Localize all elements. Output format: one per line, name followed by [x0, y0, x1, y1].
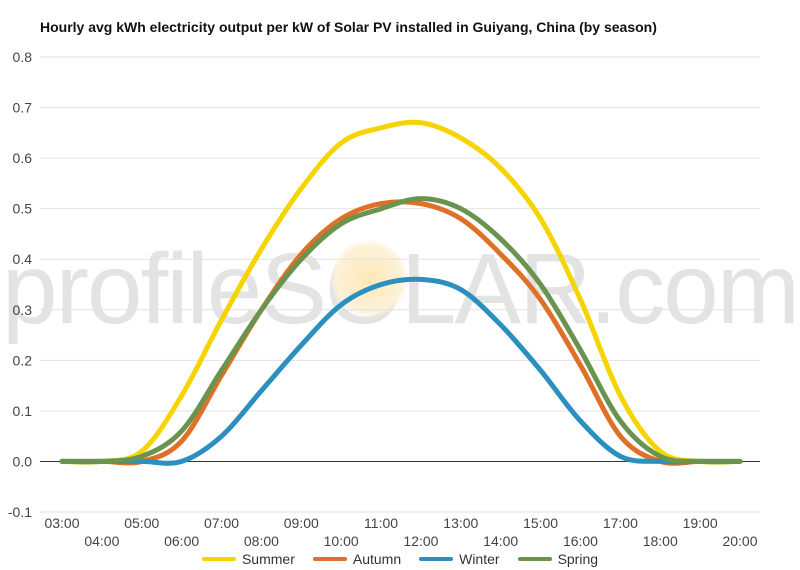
x-tick-label: 07:00: [204, 515, 239, 531]
x-tick-label: 14:00: [483, 533, 518, 549]
x-tick-label: 10:00: [324, 533, 359, 549]
legend-swatch-icon: [201, 557, 236, 561]
legend-item-autumn[interactable]: Autumn: [312, 550, 402, 568]
x-tick-label: 09:00: [284, 515, 319, 531]
y-tick-label: 0.8: [13, 49, 33, 65]
x-tick-label: 20:00: [722, 533, 757, 549]
x-tick-label: 18:00: [643, 533, 678, 549]
legend-swatch-icon: [517, 557, 552, 561]
x-tick-label: 15:00: [523, 515, 558, 531]
y-tick-label: 0.5: [13, 201, 33, 217]
legend-label: Autumn: [352, 551, 402, 567]
y-tick-label: -0.1: [8, 504, 32, 520]
x-tick-label: 19:00: [683, 515, 718, 531]
series-line-summer: [59, 119, 743, 465]
chart-title: Hourly avg kWh electricity output per kW…: [40, 19, 657, 35]
y-tick-label: 0.1: [13, 403, 33, 419]
x-tick-label: 11:00: [364, 515, 398, 531]
x-tick-label: 17:00: [603, 515, 638, 531]
legend-swatch-icon: [419, 557, 454, 561]
x-tick-label: 13:00: [443, 515, 478, 531]
x-tick-label: 05:00: [124, 515, 159, 531]
x-tick-label: 04:00: [84, 533, 119, 549]
y-tick-label: 0.7: [13, 100, 33, 116]
y-tick-label: 0.0: [13, 453, 33, 469]
y-tick-label: 0.4: [13, 251, 33, 267]
legend-label: Winter: [459, 551, 500, 567]
x-tick-label: 03:00: [44, 515, 79, 531]
x-tick-label: 06:00: [164, 533, 199, 549]
legend-label: Spring: [557, 551, 599, 567]
legend-label: Summer: [241, 551, 295, 567]
x-tick-label: 16:00: [563, 533, 598, 549]
y-tick-label: 0.2: [13, 352, 33, 368]
legend-item-summer[interactable]: Summer: [201, 550, 295, 568]
series-line-spring: [59, 196, 743, 465]
legend: Summer Autumn Winter Spring: [0, 550, 800, 568]
x-tick-label: 08:00: [244, 533, 279, 549]
legend-item-winter[interactable]: Winter: [419, 550, 500, 568]
y-tick-label: 0.6: [13, 150, 33, 166]
legend-item-spring[interactable]: Spring: [517, 550, 599, 568]
series-line-winter: [59, 276, 743, 466]
y-tick-label: 0.3: [13, 302, 33, 318]
legend-swatch-icon: [312, 557, 347, 561]
x-tick-label: 12:00: [403, 533, 438, 549]
